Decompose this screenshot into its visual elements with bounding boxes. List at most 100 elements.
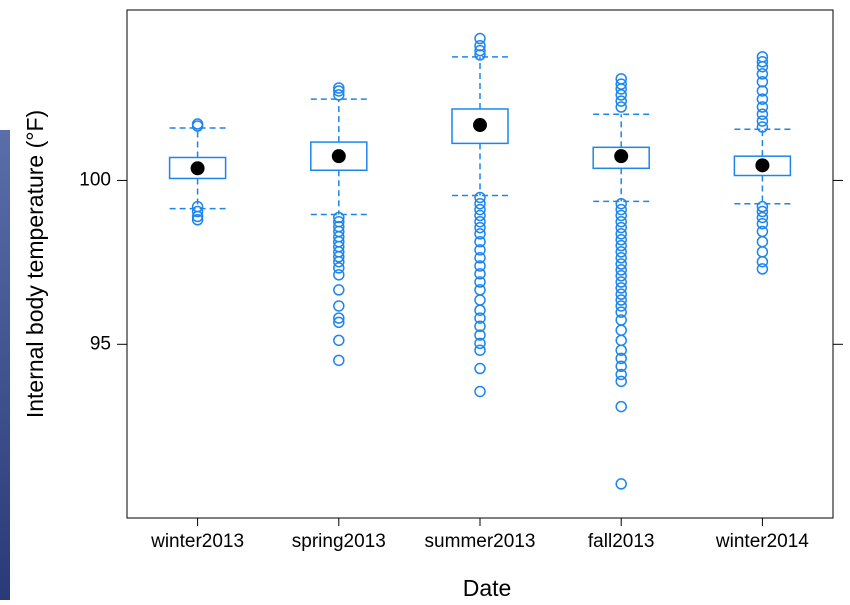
outlier (615, 246, 627, 258)
x-tick-label: spring2013 (292, 531, 386, 552)
outlier (474, 244, 486, 256)
outlier (333, 211, 345, 224)
outlier (615, 324, 627, 336)
outlier (191, 205, 204, 218)
outlier (615, 478, 627, 490)
outlier (756, 255, 769, 268)
outlier (756, 200, 769, 213)
x-tick-label: winter2013 (150, 531, 244, 552)
outlier (615, 270, 627, 282)
outlier (333, 284, 345, 296)
outlier (333, 82, 345, 94)
outlier (756, 211, 769, 224)
outlier (474, 344, 486, 356)
median-dot (473, 118, 487, 133)
outlier (474, 312, 486, 324)
outlier (615, 368, 627, 381)
median-dot (190, 161, 205, 176)
outlier (756, 235, 769, 248)
outlier (474, 221, 486, 234)
outlier (756, 101, 769, 113)
outlier (474, 49, 486, 61)
outlier (333, 85, 345, 97)
outlier (756, 205, 769, 218)
outlier (615, 228, 627, 240)
outlier (615, 288, 627, 300)
x-tick-label: winter2014 (715, 531, 809, 552)
outlier (615, 95, 627, 107)
outlier (615, 221, 627, 234)
outlier (474, 32, 486, 45)
y-axis-label: Internal body temperature (°F) (22, 110, 48, 418)
outlier (333, 312, 345, 324)
outlier (474, 197, 486, 210)
outlier (756, 217, 769, 230)
outlier (191, 120, 204, 132)
outlier (333, 262, 345, 274)
outlier (333, 89, 345, 101)
outlier (615, 197, 627, 210)
outlier (615, 83, 627, 95)
outlier (756, 246, 769, 258)
x-axis-label: Date (463, 575, 512, 600)
outlier (191, 210, 204, 223)
outlier (756, 60, 769, 73)
outlier (333, 334, 345, 347)
outlier (474, 215, 486, 228)
outlier (474, 191, 486, 204)
y-tick-label: 100 (79, 169, 111, 190)
outlier (474, 304, 486, 316)
outlier (615, 276, 627, 288)
outlier (615, 239, 627, 252)
outlier (474, 44, 486, 57)
outlier (333, 255, 345, 268)
x-tick-label: summer2013 (425, 531, 536, 552)
outlier (615, 101, 627, 113)
y-tick-label: 95 (90, 333, 111, 354)
outlier (756, 115, 769, 127)
outlier (474, 209, 486, 222)
outlier (474, 203, 486, 216)
outlier (191, 214, 204, 226)
outlier (615, 252, 627, 264)
outlier (615, 209, 627, 222)
outlier (615, 78, 627, 90)
outlier (615, 300, 627, 312)
outlier (333, 269, 345, 281)
outlier (615, 375, 627, 388)
outlier (615, 203, 627, 216)
outlier (756, 93, 769, 105)
outlier (615, 352, 627, 365)
median-dot (614, 149, 629, 164)
outlier (615, 400, 627, 413)
outlier (615, 282, 627, 294)
outlier (756, 56, 769, 68)
outlier (615, 360, 627, 373)
outlier (333, 354, 345, 367)
outlier (474, 362, 486, 375)
outlier (474, 252, 486, 264)
outlier (474, 385, 486, 398)
outlier (615, 215, 627, 228)
outlier (474, 276, 486, 288)
median-dot (755, 158, 770, 173)
x-tick-label: fall2013 (588, 531, 655, 552)
outlier (474, 235, 486, 248)
median-dot (331, 149, 346, 164)
outlier (615, 89, 627, 101)
outlier (756, 68, 769, 80)
outlier (756, 263, 769, 275)
outlier (756, 121, 769, 133)
outlier (474, 39, 486, 52)
outlier (333, 251, 345, 263)
outlier (474, 260, 486, 272)
outlier (333, 316, 345, 329)
outlier (474, 268, 486, 280)
outlier (615, 306, 627, 318)
outlier (474, 320, 486, 333)
outlier (756, 85, 769, 97)
outlier (474, 337, 486, 350)
outlier (615, 344, 627, 356)
outlier (615, 233, 627, 246)
